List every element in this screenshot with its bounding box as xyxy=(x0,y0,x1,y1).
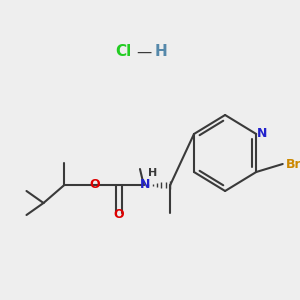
Text: O: O xyxy=(89,178,100,190)
Text: H: H xyxy=(148,168,157,178)
Text: N: N xyxy=(257,128,267,140)
Text: O: O xyxy=(114,208,124,221)
Text: Br: Br xyxy=(286,158,300,170)
Text: N: N xyxy=(140,178,150,190)
Text: H: H xyxy=(154,44,167,59)
Text: —: — xyxy=(136,44,152,59)
Text: Cl: Cl xyxy=(115,44,131,59)
